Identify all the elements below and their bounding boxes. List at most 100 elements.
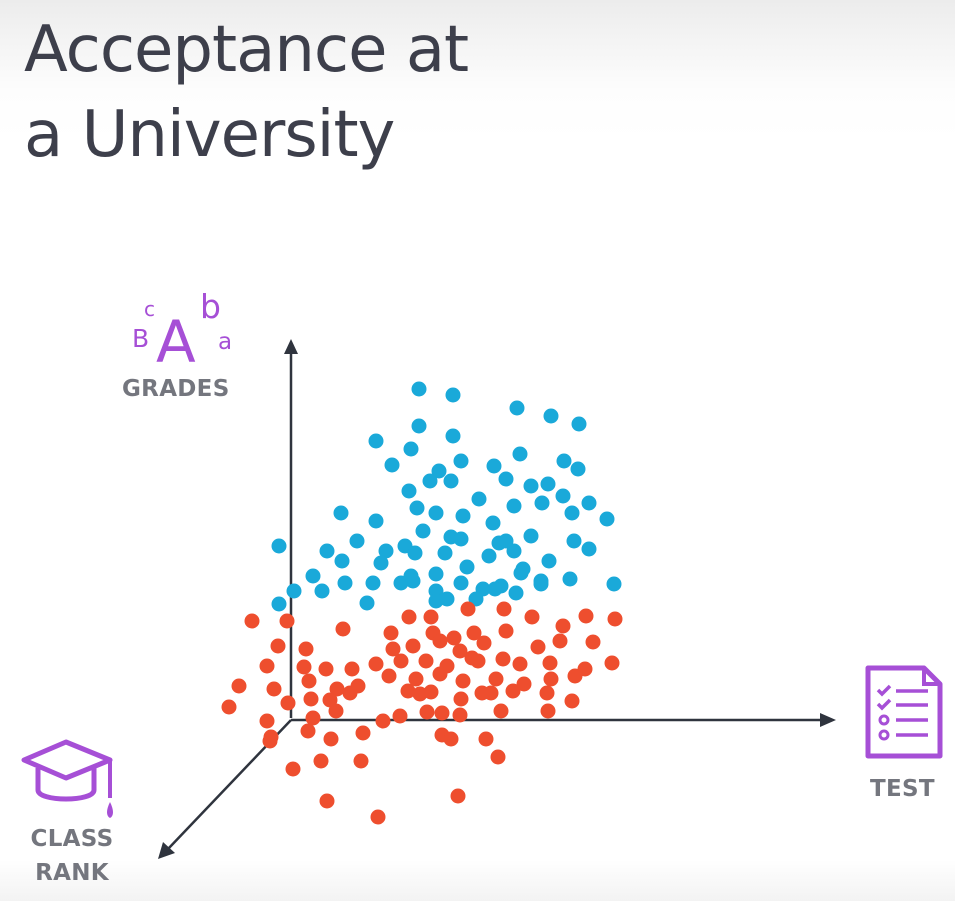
accepted-point	[286, 583, 302, 599]
accepted-point	[453, 575, 469, 591]
rejected-point	[505, 683, 521, 699]
rejected-point	[607, 611, 623, 627]
rejected-point	[418, 653, 434, 669]
rejected-point	[385, 641, 401, 657]
grades-letter-b-upper: B	[132, 324, 149, 353]
rejected-point	[539, 685, 555, 701]
rejected-point	[419, 704, 435, 720]
rejected-point	[408, 671, 424, 687]
accepted-point	[498, 533, 514, 549]
rejected-point	[231, 678, 247, 694]
rejected-point	[301, 673, 317, 689]
accepted-point	[486, 458, 502, 474]
accepted-point	[508, 585, 524, 601]
accepted-point	[581, 541, 597, 557]
rejected-point	[543, 671, 559, 687]
accepted-point	[555, 488, 571, 504]
rejected-point	[313, 753, 329, 769]
accepted-point	[437, 545, 453, 561]
accepted-point	[523, 478, 539, 494]
accepted-point	[523, 528, 539, 544]
rejected-point	[604, 655, 620, 671]
accepted-point	[349, 533, 365, 549]
grades-letter-b-lower: b	[200, 287, 221, 326]
data-points	[221, 381, 623, 825]
rejected-point	[470, 653, 486, 669]
accepted-point	[415, 523, 431, 539]
rejected-point	[488, 671, 504, 687]
rejected-point	[412, 686, 428, 702]
rejected-point	[493, 703, 509, 719]
axis-label-test: TEST	[870, 776, 935, 802]
rejected-point	[368, 656, 384, 672]
accepted-point	[599, 511, 615, 527]
rejected-point	[446, 630, 462, 646]
accepted-point	[411, 418, 427, 434]
rejected-point	[405, 638, 421, 654]
axis-label-class: CLASS	[30, 826, 114, 852]
accepted-point	[471, 491, 487, 507]
vertical-axis-arrow	[284, 339, 298, 354]
rejected-point	[296, 659, 312, 675]
accepted-point	[455, 508, 471, 524]
rejected-point	[434, 705, 450, 721]
rejected-point	[353, 753, 369, 769]
accepted-point	[570, 461, 586, 477]
rejected-point	[555, 618, 571, 634]
rejected-point	[262, 733, 278, 749]
accepted-point	[481, 548, 497, 564]
rejected-point	[455, 673, 471, 689]
accepted-point	[445, 387, 461, 403]
rejected-point	[244, 613, 260, 629]
rejected-point	[280, 695, 296, 711]
accepted-point	[509, 400, 525, 416]
axis-label-grades: GRADES	[122, 376, 230, 402]
accepted-point	[556, 453, 572, 469]
accepted-point	[359, 595, 375, 611]
rejected-point	[400, 683, 416, 699]
accepted-point	[422, 473, 438, 489]
accepted-point	[541, 553, 557, 569]
accepted-point	[271, 538, 287, 554]
rejected-point	[323, 731, 339, 747]
horizontal-axis-arrow	[820, 713, 836, 727]
rejected-point	[498, 623, 514, 639]
rejected-point	[460, 601, 476, 617]
accepted-point	[506, 543, 522, 559]
rejected-point	[423, 609, 439, 625]
rejected-point	[452, 707, 468, 723]
accepted-point	[498, 471, 514, 487]
rejected-point	[392, 708, 408, 724]
accepted-point	[513, 565, 529, 581]
rejected-point	[578, 608, 594, 624]
accepted-point	[506, 498, 522, 514]
rejected-point	[432, 633, 448, 649]
accepted-point	[428, 593, 444, 609]
accepted-point	[368, 513, 384, 529]
rejected-point	[318, 661, 334, 677]
grades-letter-c: c	[144, 297, 155, 321]
rejected-point	[432, 666, 448, 682]
accepted-point	[453, 531, 469, 547]
grades-letters-icon: B c A b a	[132, 287, 232, 367]
rejected-point	[266, 681, 282, 697]
accepted-point	[431, 463, 447, 479]
accepted-point	[271, 596, 287, 612]
rejected-point	[524, 609, 540, 625]
accepted-point	[571, 416, 587, 432]
rejected-point	[540, 703, 556, 719]
rejected-point	[564, 693, 580, 709]
rejected-point	[303, 691, 319, 707]
rejected-point	[328, 703, 344, 719]
accepted-point	[333, 505, 349, 521]
rejected-point	[342, 685, 358, 701]
rejected-point	[476, 635, 492, 651]
rejected-point	[393, 653, 409, 669]
accepted-point	[562, 571, 578, 587]
accepted-point	[540, 476, 556, 492]
rejected-point	[298, 641, 314, 657]
rejected-point	[401, 609, 417, 625]
rejected-point	[542, 655, 558, 671]
